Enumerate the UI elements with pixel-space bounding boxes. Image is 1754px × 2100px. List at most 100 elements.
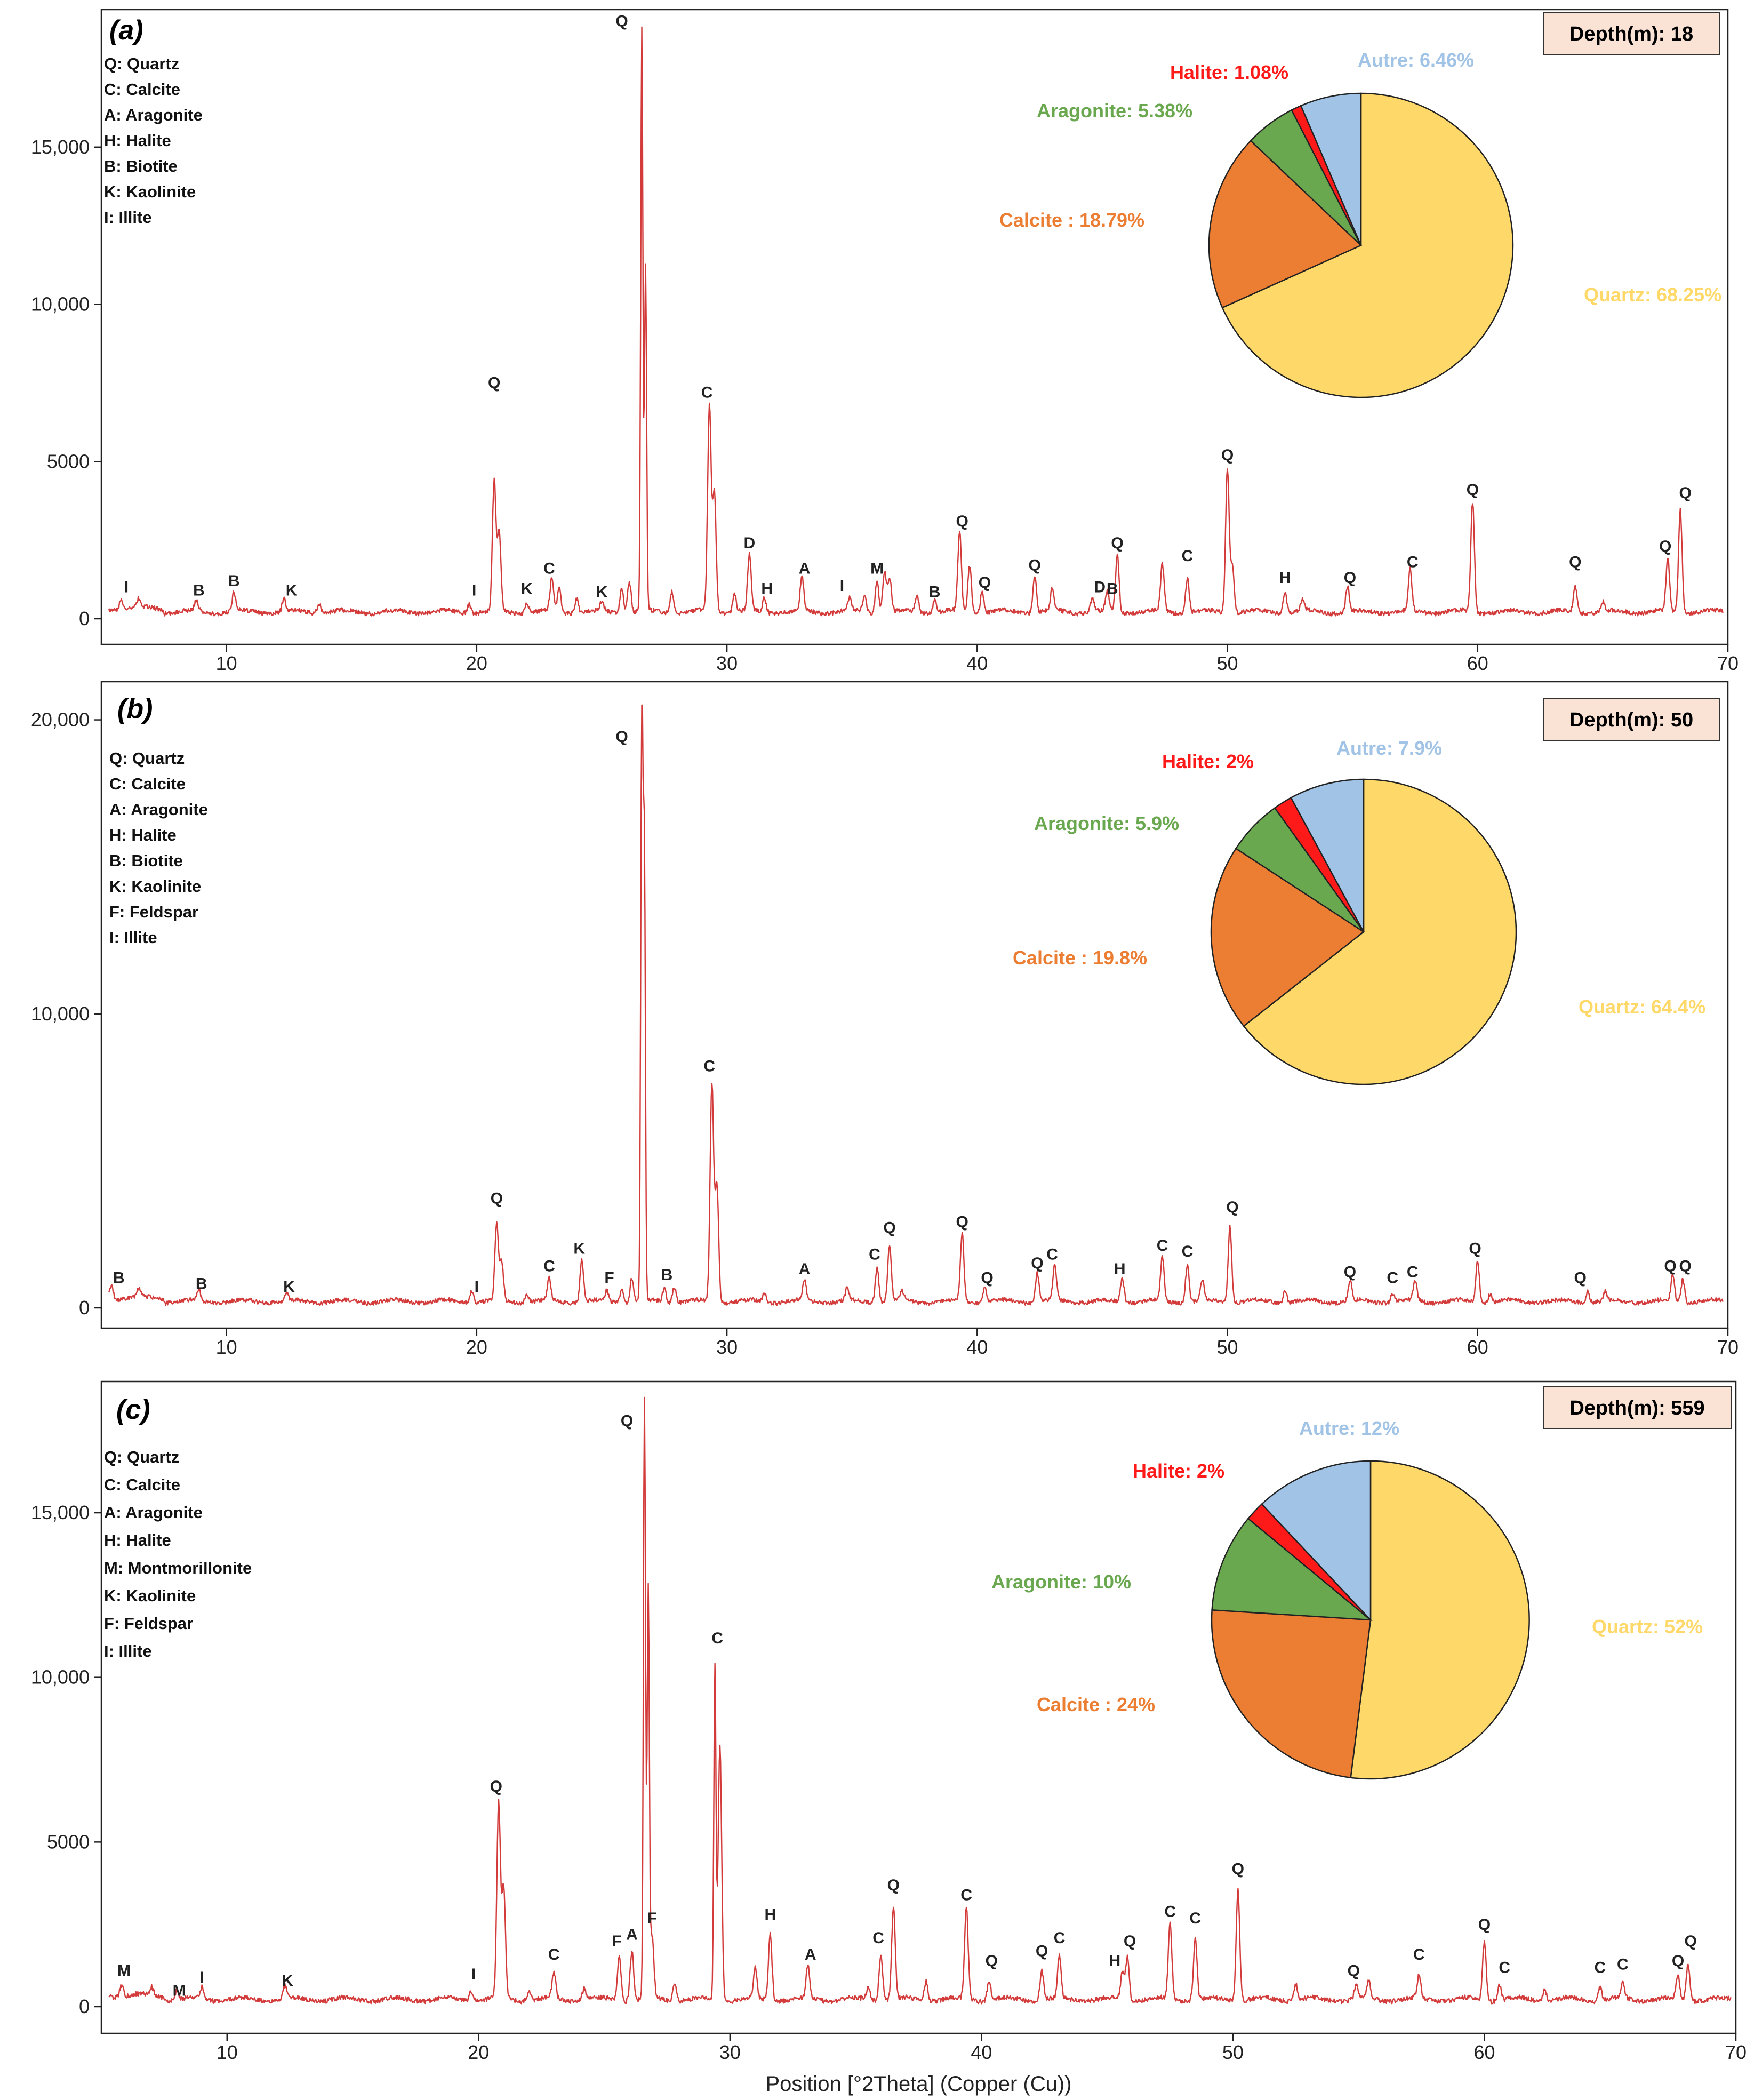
panel-label: (c) bbox=[116, 1394, 150, 1425]
pie-label-calcite: Calcite : 18.79% bbox=[999, 209, 1144, 231]
peak-label: B bbox=[228, 572, 240, 590]
y-tick-label: 10,000 bbox=[31, 293, 90, 315]
y-tick-label: 5000 bbox=[47, 1831, 90, 1853]
peak-label: Q bbox=[956, 513, 968, 530]
peak-label: M bbox=[870, 560, 884, 577]
peak-label: Q bbox=[1659, 538, 1671, 555]
xrd-trace-line bbox=[108, 1396, 1732, 2005]
xrd-trace-line bbox=[108, 704, 1724, 1306]
x-tick-label: 10 bbox=[216, 1336, 237, 1358]
peak-label: Q bbox=[615, 13, 628, 30]
peak-label: C bbox=[703, 1058, 715, 1075]
peak-label: M bbox=[117, 1962, 131, 1980]
peak-label: Q bbox=[1469, 1240, 1481, 1257]
peak-label: Q bbox=[1672, 1952, 1684, 1970]
plot-frame bbox=[100, 681, 1729, 1329]
peak-label: F bbox=[647, 1910, 657, 1927]
pie-slice-autre bbox=[1300, 92, 1362, 246]
peak-label: C bbox=[1189, 1910, 1201, 1927]
peak-label: Q bbox=[1348, 1962, 1360, 1980]
y-tick-label: 15,000 bbox=[31, 1502, 90, 1523]
peak-label: M bbox=[173, 1982, 186, 2000]
peak-label: Q bbox=[883, 1219, 895, 1237]
mineral-legend-item: I: Illite bbox=[104, 208, 152, 227]
peak-label: D bbox=[1094, 579, 1106, 596]
mineral-legend-item: K: Kaolinite bbox=[109, 877, 201, 896]
peak-label: H bbox=[764, 1906, 776, 1924]
panel-label: (a) bbox=[109, 15, 143, 46]
depth-box bbox=[1543, 698, 1720, 741]
mineral-legend-item: I: Illite bbox=[109, 928, 157, 947]
x-tick-label: 20 bbox=[468, 2041, 489, 2063]
peak-label: C bbox=[711, 1630, 723, 1647]
x-tick-label: 70 bbox=[1717, 652, 1739, 674]
y-tick-label: 15,000 bbox=[31, 136, 90, 158]
mineral-legend-item: H: Halite bbox=[104, 131, 171, 150]
x-axis-title: Position [°2Theta] (Copper (Cu)) bbox=[765, 2072, 1071, 2096]
x-tick-label: 30 bbox=[719, 2041, 741, 2063]
peak-label: K bbox=[282, 1972, 293, 1990]
x-tick-label: 70 bbox=[1725, 2041, 1747, 2063]
mineral-legend-item: I: Illite bbox=[104, 1642, 152, 1660]
x-tick-label: 40 bbox=[966, 1336, 988, 1358]
peak-label: C bbox=[1054, 1929, 1066, 1947]
peak-label: H bbox=[1114, 1260, 1126, 1278]
peak-label: C bbox=[1387, 1269, 1398, 1287]
peak-label: Q bbox=[621, 1412, 633, 1430]
mineral-legend-item: A: Aragonite bbox=[104, 1503, 203, 1522]
pie-slice-autre bbox=[1290, 778, 1365, 932]
mineral-legend-item: K: Kaolinite bbox=[104, 1586, 196, 1605]
peak-label: F bbox=[612, 1933, 621, 1950]
peak-label: Q bbox=[1574, 1269, 1586, 1287]
mineral-legend-item: M: Montmorillonite bbox=[104, 1559, 252, 1577]
peak-label: B bbox=[929, 584, 941, 601]
peak-label: I bbox=[471, 1966, 476, 1983]
peak-label: Q bbox=[1124, 1933, 1136, 1950]
mineral-legend-item: C: Calcite bbox=[104, 80, 180, 99]
mineral-legend-item: B: Biotite bbox=[109, 851, 183, 870]
x-tick-label: 40 bbox=[971, 2041, 992, 2063]
peak-label: Q bbox=[986, 1952, 998, 1970]
peak-label: Q bbox=[1664, 1257, 1676, 1275]
depth-label: Depth(m): 18 bbox=[1569, 23, 1693, 45]
peak-label: Q bbox=[1679, 1257, 1692, 1275]
mineral-legend-item: B: Biotite bbox=[104, 157, 178, 175]
x-tick-label: 30 bbox=[716, 1336, 738, 1358]
y-tick-label: 20,000 bbox=[31, 709, 90, 731]
depth-label: Depth(m): 50 bbox=[1569, 709, 1693, 731]
peak-label: B bbox=[113, 1269, 125, 1287]
pie-slice-quartz bbox=[1350, 1460, 1530, 1780]
pie-label-calcite: Calcite : 19.8% bbox=[1013, 947, 1147, 969]
mineral-legend-item: K: Kaolinite bbox=[104, 182, 196, 201]
pie-label-calcite: Calcite : 24% bbox=[1037, 1694, 1155, 1715]
peak-label: Q bbox=[981, 1269, 993, 1287]
y-tick-label: 0 bbox=[79, 1995, 90, 2017]
panel-label: (b) bbox=[117, 693, 153, 724]
x-tick-label: 60 bbox=[1473, 2041, 1495, 2063]
x-tick-label: 50 bbox=[1217, 652, 1238, 674]
peak-label: D bbox=[743, 534, 755, 552]
pie-label-quartz: Quartz: 64.4% bbox=[1579, 996, 1705, 1018]
mineral-legend-item: A: Aragonite bbox=[104, 106, 203, 124]
peak-label: C bbox=[1407, 554, 1419, 571]
peak-label: K bbox=[596, 584, 608, 601]
peak-label: Q bbox=[1031, 1255, 1043, 1272]
x-tick-label: 50 bbox=[1222, 2041, 1244, 2063]
pie-slice-quartz bbox=[1221, 92, 1514, 398]
peak-label: K bbox=[283, 1278, 295, 1296]
x-tick-label: 10 bbox=[216, 652, 237, 674]
peak-label: Q bbox=[615, 728, 628, 746]
pie-label-aragonite: Aragonite: 5.9% bbox=[1034, 812, 1179, 834]
mineral-legend-item: Q: Quartz bbox=[104, 54, 179, 73]
peak-label: C bbox=[701, 384, 713, 401]
peak-label: K bbox=[286, 582, 298, 600]
mineral-legend-item: Q: Quartz bbox=[109, 749, 185, 768]
peak-label: C bbox=[869, 1245, 880, 1263]
mineral-legend-item: Q: Quartz bbox=[104, 1448, 179, 1466]
pie-slice-aragonite bbox=[1211, 1518, 1373, 1621]
peak-label: Q bbox=[1226, 1199, 1238, 1216]
peak-label: Q bbox=[1111, 534, 1123, 552]
peak-label: C bbox=[1407, 1263, 1419, 1281]
